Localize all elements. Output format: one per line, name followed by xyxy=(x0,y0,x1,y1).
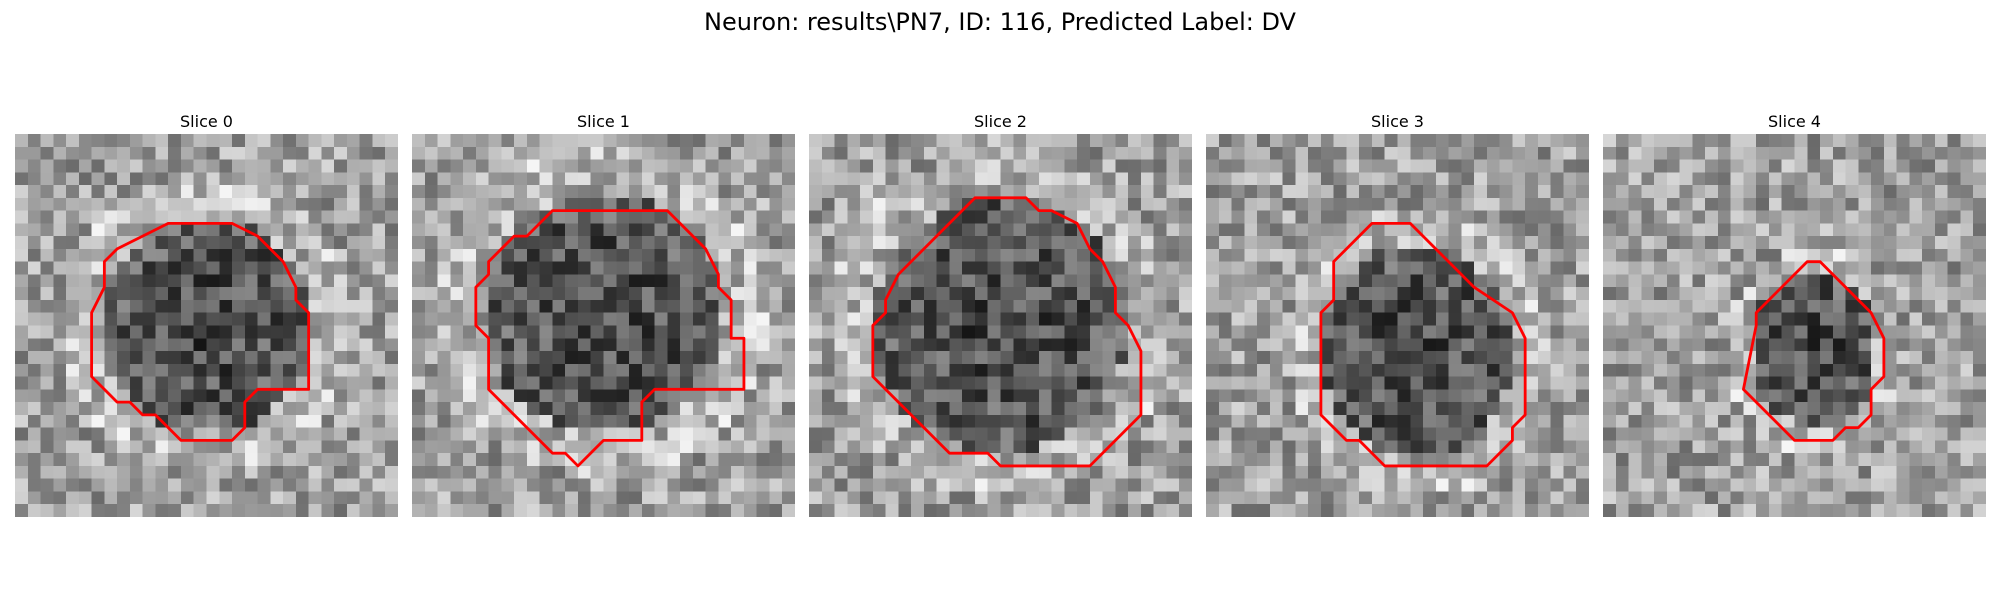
slice-image xyxy=(809,134,1192,517)
segmentation-contour xyxy=(90,221,311,442)
slice-title: Slice 3 xyxy=(1371,112,1424,131)
figure-title: Neuron: results\PN7, ID: 116, Predicted … xyxy=(704,8,1296,36)
slice-title: Slice 1 xyxy=(577,112,630,131)
slice-title: Slice 4 xyxy=(1768,112,1821,131)
slice-panel-0: Slice 0 xyxy=(15,112,398,538)
slice-panel-1: Slice 1 xyxy=(412,112,795,538)
slice-title: Slice 2 xyxy=(974,112,1027,131)
slice-panel-3: Slice 3 xyxy=(1206,112,1589,538)
slice-image xyxy=(1206,134,1589,517)
segmentation-contour xyxy=(474,209,746,468)
segmentation-contour xyxy=(1319,221,1527,468)
slice-panel-2: Slice 2 xyxy=(809,112,1192,538)
segmentation-contour xyxy=(1742,260,1886,442)
slice-panel-4: Slice 4 xyxy=(1603,112,1986,538)
slice-title: Slice 0 xyxy=(180,112,233,131)
slice-image xyxy=(15,134,398,517)
slice-image xyxy=(1603,134,1986,517)
slice-image xyxy=(412,134,795,517)
segmentation-contour xyxy=(871,196,1143,468)
